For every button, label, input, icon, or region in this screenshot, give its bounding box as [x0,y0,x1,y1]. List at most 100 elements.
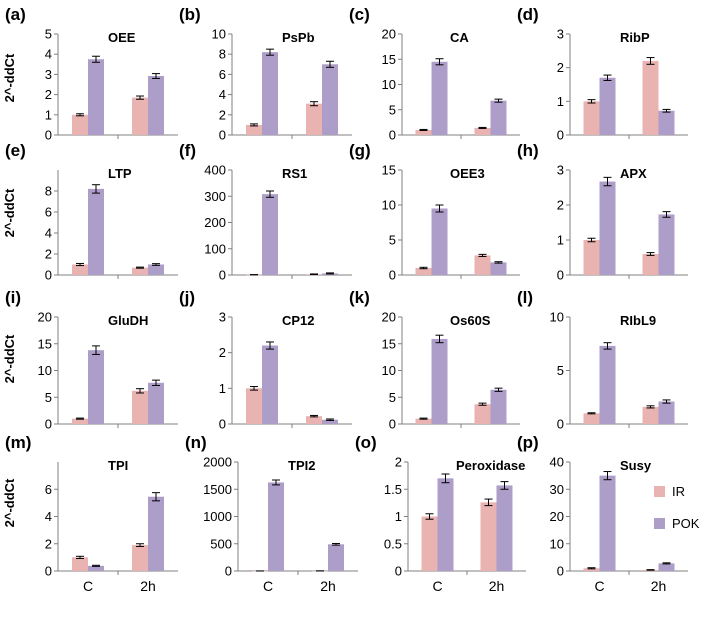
bar-pok-c [599,77,616,135]
bar-pok-c [599,475,616,571]
x-category-label: C [83,578,93,594]
y-tick-label: 8 [45,184,52,199]
y-tick-label: 5 [45,27,52,42]
bar-ir-c [72,114,88,135]
bar-ir-c [583,101,600,135]
y-tick-label: 3 [219,310,226,325]
y-tick-label: 0 [557,564,564,579]
y-tick-label: 6 [45,205,52,220]
x-category-label: 2h [140,578,156,594]
panel-letter: (k) [349,288,370,307]
panel-title: RibP [620,30,650,45]
y-tick-label: 0 [45,564,52,579]
bar-ir-c [246,388,262,424]
bar-ir-c [72,418,88,424]
bar-ir-2h [642,406,659,424]
y-tick-label: 0 [389,128,396,143]
y-tick-label: 500 [210,536,232,551]
y-tick-label: 100 [204,241,226,256]
panel-title: RIbL9 [620,313,656,328]
panel-i: (i) GluDH 0 5 10 15 20 [5,288,178,432]
y-tick-label: 5 [389,390,396,405]
y-tick-label: 1 [219,381,226,396]
y-tick-label: 15 [382,163,396,178]
panel-letter: (a) [5,5,26,24]
panel-title: LTP [108,166,132,181]
y-tick-label: 2 [219,345,226,360]
bar-pok-c [88,188,104,275]
bar-pok-2h [148,382,164,424]
bar-ir-c [415,129,432,135]
panel-letter: (i) [5,288,21,307]
y-tick-label: 300 [204,189,226,204]
y-tick-label: 0 [45,128,52,143]
panel-g: (g) OEE3 0 5 10 15 [349,141,520,283]
panel-letter: (b) [179,5,201,24]
panel-title: OEE [108,30,136,45]
panel-title: Peroxidase [456,458,525,473]
bar-pok-c [431,61,448,135]
y-tick-label: 0 [557,417,564,432]
y-tick-label: 2 [557,60,564,75]
chart-panels: (a)OEE012345(b)PsPb0246810(c)CA05101520(… [5,5,688,594]
bar-pok-2h [658,110,675,135]
panel-j: (j) CP12 0 1 2 3 [179,288,352,432]
panel-b: (b) PsPb 0 2 4 6 8 10 [179,5,352,143]
panel-letter: (n) [185,433,207,452]
y-axis-label-row-3: 2^-ddCt [2,334,17,383]
bar-ir-c [583,413,600,424]
y-tick-label: 3 [45,67,52,82]
panel-k: (k) Os60S 0 5 10 15 20 [349,288,520,432]
bar-pok-c [437,478,454,571]
y-tick-label: 5 [557,363,564,378]
bar-ir-2h [474,127,491,135]
y-tick-label: 2 [219,107,226,122]
bar-pok-c [599,181,616,275]
panel-l: (l) RIbL9 0 5 10 [517,288,688,432]
panel-letter: (h) [517,141,539,160]
panel-letter: (c) [349,5,370,24]
y-tick-label: 20 [382,27,396,42]
y-tick-label: 0 [389,417,396,432]
panel-title: Susy [620,458,652,473]
y-tick-label: 2 [557,198,564,213]
y-tick-label: 5 [389,102,396,117]
y-axis-label-row-1: 2^-ddCt [2,53,17,102]
y-axis-labels: 2^-ddCt 2^-ddCt 2^-ddCt 2^-ddCt [2,53,17,527]
panel-letter: (e) [5,141,26,160]
x-category-label: C [432,578,442,594]
y-tick-label: 0 [225,564,232,579]
panel-p: (p) Susy 0 10 20 30 40 C 2h [517,433,688,594]
y-tick-label: 2000 [203,455,232,470]
y-axis-label-row-4: 2^-ddCt [2,478,17,527]
y-tick-label: 0 [395,564,402,579]
y-tick-label: 1000 [203,509,232,524]
bar-ir-2h [474,404,491,424]
y-tick-label: 0 [219,417,226,432]
bar-ir-2h [642,60,659,135]
x-category-label: 2h [320,578,336,594]
bar-pok-2h [496,485,513,571]
y-tick-label: 6 [45,482,52,497]
bar-pok-2h [490,389,507,424]
bar-pok-2h [490,100,507,135]
panel-title: CA [450,30,469,45]
y-tick-label: 15 [38,336,52,351]
bar-pok-c [262,345,278,424]
y-tick-label: 15 [382,336,396,351]
panel-f: (f) RS1 0 100 200 300 400 [179,141,352,283]
y-axis-label-row-2: 2^-ddCt [2,188,17,237]
y-tick-label: 0 [557,128,564,143]
panel-letter: (f) [179,141,196,160]
x-category-label: 2h [651,578,667,594]
y-tick-label: 4 [45,226,52,241]
panel-letter: (m) [5,433,31,452]
panel-letter: (o) [355,433,377,452]
panel-m: (m) TPI 0 2 4 6 C 2h [5,433,178,594]
y-tick-label: 1500 [203,482,232,497]
panel-letter: (j) [179,288,195,307]
panel-h: (h) APX 0 1 2 3 [517,141,688,283]
bar-ir-2h [132,97,148,135]
panel-title: Os60S [450,313,491,328]
